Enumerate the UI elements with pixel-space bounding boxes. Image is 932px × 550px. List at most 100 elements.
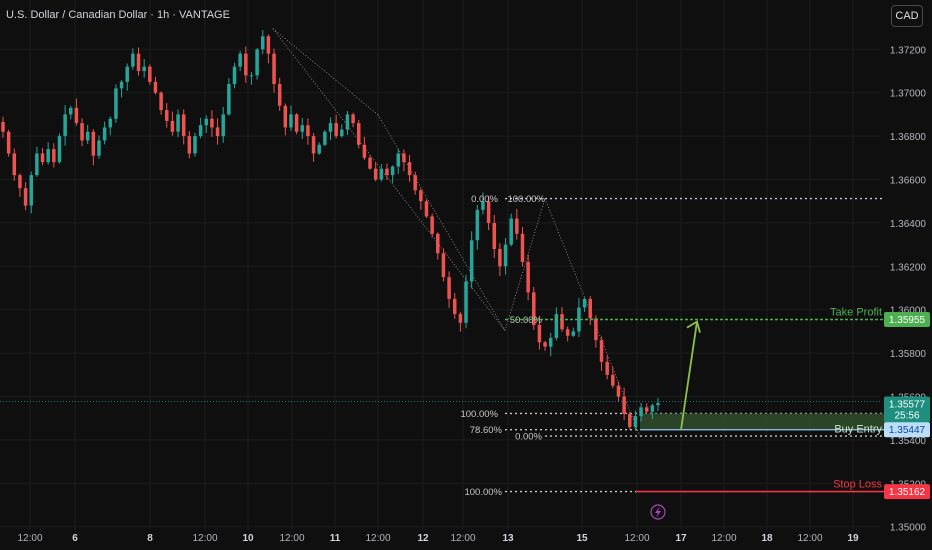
candle-body [125,66,129,82]
x-tick-label: 12:00 [17,533,42,544]
candle-body [430,216,434,234]
candle-body [114,88,118,119]
candle-body [520,233,525,262]
candle-body [611,374,615,386]
candle-body [407,162,412,176]
fib-label: 78.60% [470,425,503,436]
drawings-back [0,28,885,493]
candle-body [656,403,660,406]
last-price-tag-text: 25:56 [894,411,919,422]
candle-body [153,81,158,93]
target-arrow-head [686,320,701,333]
candle-body [368,157,372,169]
candle-body [560,314,564,330]
fib-label: 0.00% [471,194,498,205]
candle-body [554,314,559,338]
candle-body [548,337,553,347]
candle-body [136,53,141,71]
candle-body [379,168,384,180]
grid [0,0,880,530]
level-label: Stop Loss [833,479,882,491]
buy-entry-tag: 1.35447 [884,422,930,438]
candle-body [227,84,231,115]
candle-body [650,405,655,412]
x-tick-label: 18 [761,533,773,544]
candle-body [80,123,84,141]
candle-body [18,175,22,189]
candle-body [469,240,474,282]
x-tick-label: 12 [417,533,429,544]
candle-body [198,125,203,137]
x-tick-label: 6 [72,533,78,544]
symbol-title[interactable]: U.S. Dollar / Canadian Dollar · 1h · VAN… [6,9,230,21]
take-profit-tag-text: 1.35955 [889,315,926,326]
x-tick-label: 12:00 [624,533,649,544]
candle-body [12,153,17,176]
candle-body [639,407,643,417]
y-tick-label: 1.36400 [890,219,927,230]
x-tick-label: 12:00 [450,533,475,544]
candle-body [498,248,502,267]
x-tick-label: 13 [502,533,514,544]
candle-body [294,114,299,132]
take-profit-tag-bg [884,311,930,327]
candle-body [532,292,536,325]
fib-label: 50.00% [510,315,543,326]
candle-body [492,222,497,249]
stop-loss-tag: 1.35162 [884,484,930,500]
candle-body [1,122,5,132]
candle-body [159,92,163,111]
candle-body [6,131,11,154]
candle-body [187,136,192,154]
candle-body [565,329,570,336]
candle-body [35,153,39,176]
candle-body [515,218,519,234]
candle-body [148,66,152,82]
candle-body [266,36,271,54]
candle-body [204,118,209,126]
candle-body [390,166,395,176]
currency-button[interactable]: CAD [891,5,923,27]
entry-zone [640,413,885,430]
take-profit-tag: 1.35955 [884,311,930,327]
fib-label: 100.00% [464,487,502,498]
lightning-icon [650,504,666,520]
y-tick-label: 1.35000 [890,523,927,534]
fib-label: 100.00% [507,194,545,205]
x-tick-label: 8 [147,533,153,544]
candle-body [249,75,254,77]
y-tick-label: 1.35800 [890,349,927,360]
candle-body [260,36,265,50]
candle-body [452,298,457,315]
x-tick-label: 17 [675,533,687,544]
candle-body [300,125,305,132]
candle-body [633,416,638,427]
candle-body [108,118,113,128]
last-price-tag-bg [884,396,930,423]
candle-body [334,123,338,137]
time-axis[interactable]: 12:00 6 8 12:00 10 12:00 11 12:00 12 12:00 13 15 12:… [17,533,859,544]
buy-entry-tag-bg [884,422,930,438]
x-tick-label: 15 [576,533,588,544]
candle-body [131,53,135,67]
candle-body [481,201,485,210]
candle-body [142,66,146,71]
x-tick-label: 12:00 [797,533,822,544]
candle-body [543,342,547,347]
candle-body [29,175,33,206]
target-arrow [680,321,698,430]
candle-body [102,127,107,141]
trend-diagonal [272,28,506,331]
buy-entry-tag-text: 1.35447 [889,425,926,436]
last-price-tag-text: 1.35577 [889,400,926,411]
candle-body [373,168,378,180]
candle-body [74,107,79,124]
candle-body [644,407,649,412]
candle-body [63,114,67,137]
y-tick-label: 1.36200 [890,262,927,273]
candle-body [351,114,355,124]
candle-body [599,340,604,362]
candle-body [40,153,45,163]
